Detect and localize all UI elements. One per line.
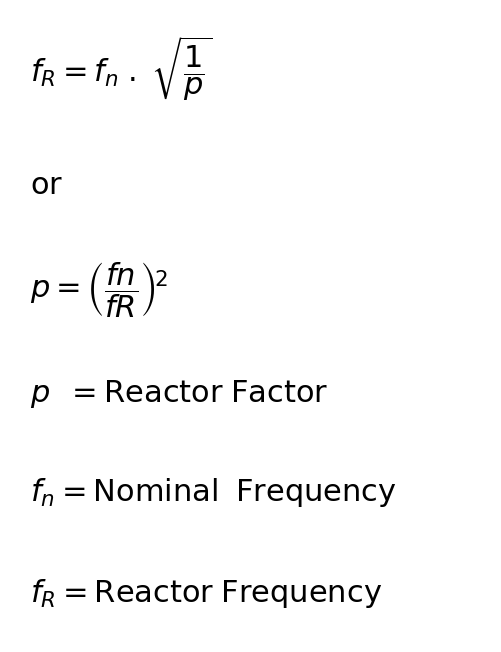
Text: $f_R = f_n \;.\; \sqrt{\dfrac{1}{p}}$: $f_R = f_n \;.\; \sqrt{\dfrac{1}{p}}$ [30,35,212,102]
Text: $p \;\;\mathrm{= Reactor\; Factor}$: $p \;\;\mathrm{= Reactor\; Factor}$ [30,378,328,411]
Text: $p = \left(\dfrac{fn}{fR}\right)^{\!2}$: $p = \left(\dfrac{fn}{fR}\right)^{\!2}$ [30,260,168,320]
Text: $\mathrm{or}$: $\mathrm{or}$ [30,171,63,200]
Text: $f_n \mathrm{= Nominal\;\; Frequency}$: $f_n \mathrm{= Nominal\;\; Frequency}$ [30,476,396,509]
Text: $f_R \mathrm{= Reactor\; Frequency}$: $f_R \mathrm{= Reactor\; Frequency}$ [30,577,382,610]
